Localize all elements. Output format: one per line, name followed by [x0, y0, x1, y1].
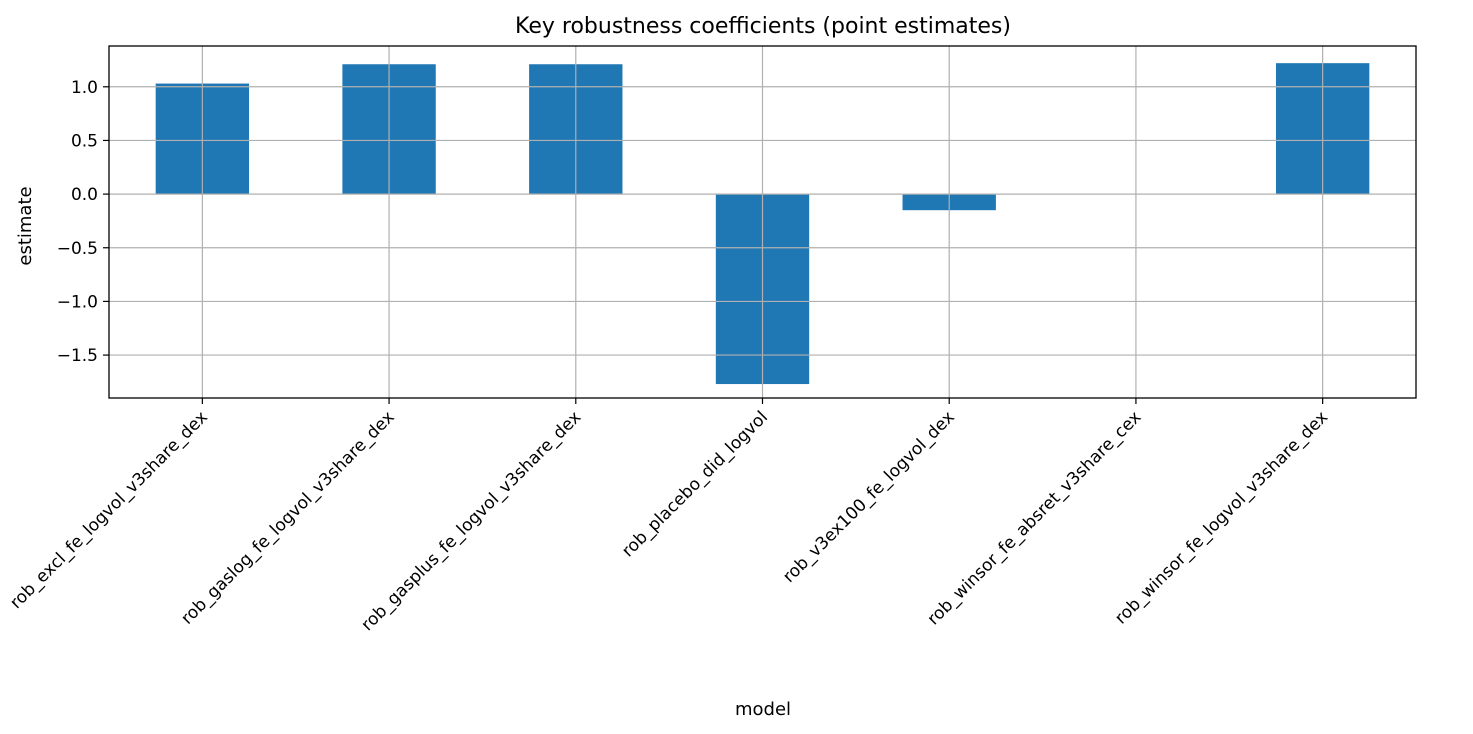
y-axis-label: estimate [15, 186, 36, 265]
y-axis-ticks: 1.0 0.5 0.0 −0.5 −1.0 −1.5 [57, 78, 109, 366]
x-axis-label: model [735, 699, 791, 720]
x-axis-ticks: rob_excl_fe_logvol_v3share_dexrob_gaslog… [6, 398, 1332, 635]
x-tick-label: rob_gaslog_fe_logvol_v3share_dex [177, 407, 398, 628]
chart-title: Key robustness coefficients (point estim… [515, 14, 1011, 39]
y-tick-label: 0.0 [71, 185, 98, 205]
grid-lines [109, 46, 1416, 398]
y-tick-label: −1.5 [57, 346, 98, 366]
y-tick-label: 0.5 [71, 131, 98, 151]
x-tick-label: rob_v3ex100_fe_logvol_dex [779, 407, 959, 587]
y-tick-label: 1.0 [71, 78, 98, 98]
x-tick-label: rob_gasplus_fe_logvol_v3share_dex [358, 407, 586, 635]
x-tick-label: rob_winsor_fe_absret_v3share_cex [924, 407, 1146, 629]
y-tick-label: −0.5 [57, 239, 98, 259]
x-tick-label: rob_excl_fe_logvol_v3share_dex [6, 407, 212, 613]
x-tick-label: rob_placebo_did_logvol [618, 407, 772, 561]
x-tick-label: rob_winsor_fe_logvol_v3share_dex [1111, 407, 1332, 628]
y-tick-label: −1.0 [57, 292, 98, 312]
